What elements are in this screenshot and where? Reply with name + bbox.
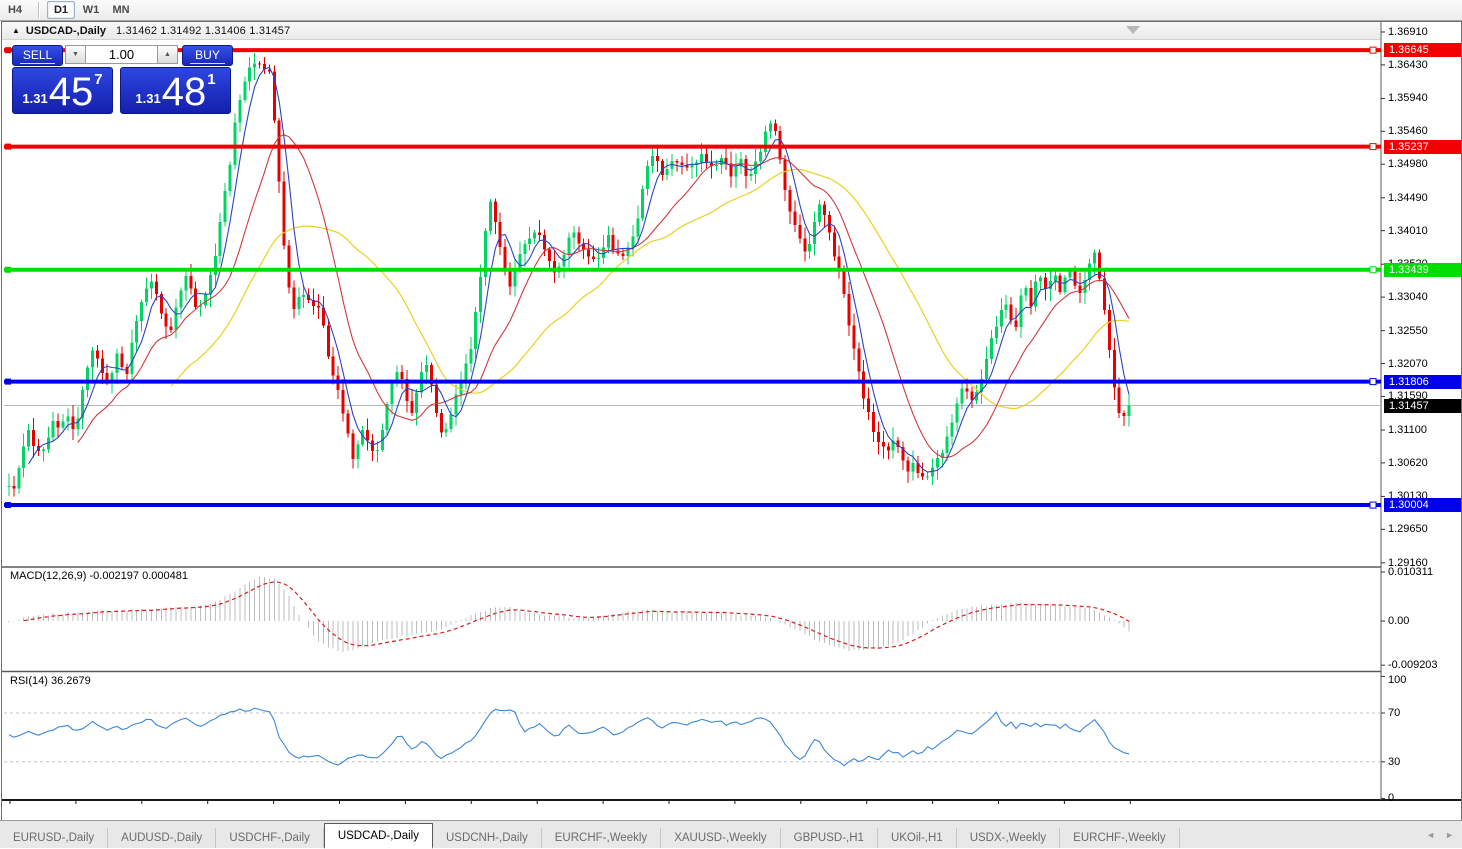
- buy-button-label: BUY: [195, 47, 220, 62]
- price-tick-label: 1.35460: [1388, 125, 1428, 138]
- tab-scroll-right-icon[interactable]: ►: [1445, 829, 1454, 840]
- rsi-axis-label: 30: [1388, 755, 1401, 768]
- rsi-axis-label: 70: [1388, 707, 1401, 719]
- macd-axis-label: 0.010311: [1388, 566, 1434, 578]
- chart-tab-eurchf-weekly[interactable]: EURCHF-,Weekly: [1060, 828, 1180, 848]
- price-tick-label: 1.36430: [1388, 58, 1428, 71]
- chart-tab-usdchf-daily[interactable]: USDCHF-,Daily: [216, 828, 324, 848]
- sr-line-price-label: 1.33439: [1384, 262, 1461, 277]
- price-chart-canvas[interactable]: [2, 22, 1461, 820]
- price-tick-label: 1.35940: [1388, 92, 1428, 105]
- sell-price-button[interactable]: 1.31 45 7: [12, 67, 113, 114]
- sr-line-price-label: 1.36645: [1384, 43, 1461, 58]
- sell-price-sup: 7: [94, 71, 103, 88]
- sr-line-price-label: 1.31806: [1384, 374, 1461, 389]
- price-tick-label: 1.29650: [1388, 523, 1428, 536]
- chart-shift-marker-icon[interactable]: [1126, 26, 1140, 34]
- chart-tab-ukoil-h1[interactable]: UKOil-,H1: [878, 828, 957, 848]
- chart-tab-usdcad-daily[interactable]: USDCAD-,Daily: [323, 823, 433, 849]
- price-tick-label: 1.29160: [1388, 556, 1428, 569]
- chart-title-symbol: USDCAD-,Daily: [25, 24, 106, 37]
- rsi-axis-label: 100: [1388, 674, 1407, 686]
- macd-values: -0.002197 0.000481: [89, 570, 188, 582]
- buy-price-sup: 1: [207, 71, 216, 88]
- timeframe-button-mn[interactable]: MN: [112, 4, 130, 16]
- timeframe-button-w1[interactable]: W1: [82, 4, 100, 16]
- chart-title-bar: ▲ USDCAD-,Daily 1.31462 1.31492 1.31406 …: [2, 22, 1380, 40]
- chart-title-ohlc: 1.31462 1.31492 1.31406 1.31457: [116, 24, 291, 37]
- chart-tab-audusd-daily[interactable]: AUDUSD-,Daily: [108, 828, 217, 848]
- sr-line-price-label: 1.35237: [1384, 139, 1461, 154]
- volume-input[interactable]: 1.00: [86, 45, 157, 64]
- tab-scroll-left-icon[interactable]: ◄: [1426, 829, 1436, 840]
- volume-increase-button[interactable]: ▲: [157, 45, 178, 64]
- chart-tab-eurchf-weekly[interactable]: EURCHF-,Weekly: [542, 828, 662, 848]
- chart-tab-eurusd-daily[interactable]: EURUSD-,Daily: [0, 828, 109, 848]
- sell-button[interactable]: SELL: [12, 45, 63, 66]
- macd-caption: MACD(12,26,9) -0.002197 0.000481: [10, 570, 188, 582]
- sr-line-price-label: 1.30004: [1384, 498, 1461, 513]
- toolbar-separator: [38, 2, 40, 18]
- chart-tab-usdcnh-daily[interactable]: USDCNH-,Daily: [433, 828, 542, 848]
- price-tick-label: 1.32070: [1388, 357, 1428, 370]
- price-tick-label: 1.34490: [1388, 191, 1428, 204]
- timeframe-button-d1[interactable]: D1: [47, 1, 75, 19]
- chart-tab-gbpusd-h1[interactable]: GBPUSD-,H1: [781, 828, 878, 848]
- buy-price-button[interactable]: 1.31 48 1: [120, 67, 231, 114]
- rsi-caption: RSI(14) 36.2679: [10, 675, 91, 687]
- buy-price-prefix: 1.31: [135, 91, 161, 106]
- rsi-value: 36.2679: [50, 675, 91, 687]
- chart-window: ▲ USDCAD-,Daily 1.31462 1.31492 1.31406 …: [1, 21, 1462, 841]
- price-tick-label: 1.31100: [1388, 423, 1427, 436]
- sell-price-big: 45: [48, 70, 94, 114]
- macd-axis-label: -0.009203: [1388, 659, 1438, 672]
- price-tick-label: 1.34010: [1388, 224, 1428, 237]
- one-click-trade-panel: SELL ▼ 1.00 ▲ BUY 1.31 45 7 1.31 48 1: [12, 45, 233, 114]
- sell-button-label: SELL: [22, 47, 53, 62]
- timeframe-toolbar: H4 D1 W1 MN: [0, 0, 1462, 21]
- volume-decrease-button[interactable]: ▼: [65, 45, 86, 64]
- rsi-axis-label: 0: [1388, 792, 1395, 805]
- price-tick-label: 1.36910: [1388, 26, 1428, 38]
- macd-axis-label: 0.00: [1388, 615, 1410, 627]
- sell-price-prefix: 1.31: [22, 91, 48, 106]
- volume-stepper: ▼ 1.00 ▲: [65, 45, 178, 64]
- price-tick-label: 1.32550: [1388, 324, 1428, 337]
- price-tick-label: 1.33040: [1388, 291, 1428, 304]
- buy-underline: [190, 62, 225, 64]
- sell-underline: [20, 62, 55, 64]
- price-tick-label: 1.34980: [1388, 158, 1428, 171]
- collapse-triangle-icon[interactable]: ▲: [12, 26, 20, 35]
- tab-scroll-arrows: ◄ ►: [1426, 821, 1454, 848]
- chart-tab-bar: EURUSD-,Daily AUDUSD-,Daily USDCHF-,Daily U…: [0, 820, 1462, 849]
- buy-price-big: 48: [161, 70, 207, 114]
- macd-name: MACD(12,26,9): [10, 570, 87, 582]
- buy-button[interactable]: BUY: [182, 45, 233, 66]
- current-price-label: 1.31457: [1384, 398, 1461, 413]
- chart-tab-usdx-weekly[interactable]: USDX-,Weekly: [957, 828, 1061, 848]
- chart-tab-xauusd-weekly[interactable]: XAUUSD-,Weekly: [661, 828, 781, 848]
- rsi-name: RSI(14): [10, 675, 48, 687]
- price-tick-label: 1.30620: [1388, 456, 1428, 469]
- timeframe-button-h4[interactable]: H4: [7, 4, 23, 16]
